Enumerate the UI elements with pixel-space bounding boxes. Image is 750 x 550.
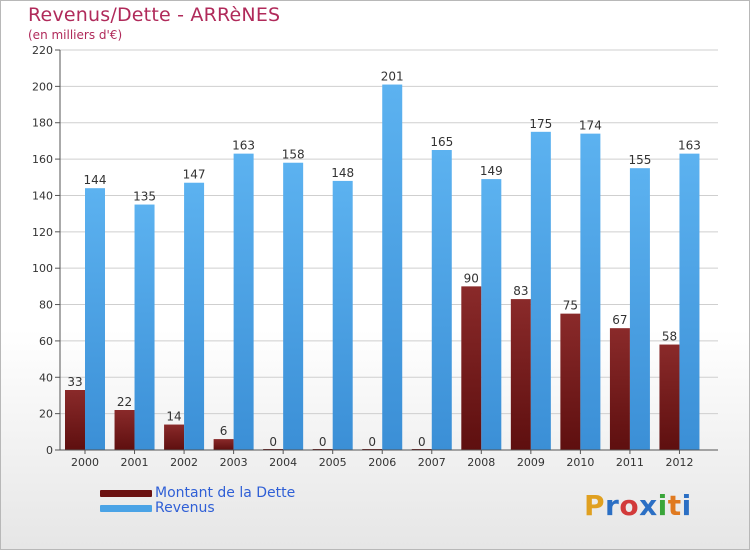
y-tick-label: 40: [39, 371, 53, 384]
logo-letter: o: [619, 489, 640, 522]
label-dette-2009: 83: [513, 284, 528, 298]
y-tick-label: 120: [32, 226, 53, 239]
label-dette-2003: 6: [220, 424, 228, 438]
x-tick-label: 2005: [319, 456, 347, 469]
bar-revenus-2004: [283, 162, 304, 450]
label-revenus-2003: 163: [232, 139, 255, 153]
legend-swatch-revenus: [100, 505, 152, 512]
label-revenus-2007: 165: [430, 135, 453, 149]
x-tick-label: 2000: [71, 456, 99, 469]
bar-revenus-2000: [85, 188, 105, 450]
bar-revenus-2003: [233, 153, 254, 451]
label-revenus-2009: 175: [529, 117, 552, 131]
label-revenus-2012: 163: [678, 139, 701, 153]
label-revenus-2002: 147: [183, 168, 206, 182]
logo-letter: i: [681, 489, 692, 522]
label-dette-2000: 33: [67, 375, 82, 389]
chart-title: Revenus/Dette - ARRèNES: [28, 4, 281, 26]
y-tick-label: 60: [39, 335, 53, 348]
x-tick-label: 2012: [665, 456, 693, 469]
label-revenus-2006: 201: [381, 70, 404, 84]
label-dette-2007: 0: [418, 435, 426, 449]
bar-dette-2001: [114, 410, 135, 450]
bar-revenus-2006: [382, 84, 403, 450]
y-tick-label: 80: [39, 299, 53, 312]
label-dette-2004: 0: [269, 435, 277, 449]
y-tick-label: 200: [32, 80, 53, 93]
x-tick-label: 2006: [368, 456, 396, 469]
x-tick-label: 2007: [418, 456, 446, 469]
bar-revenus-2010: [580, 133, 601, 451]
label-dette-2012: 58: [662, 330, 677, 344]
label-revenus-2011: 155: [628, 153, 651, 167]
x-tick-label: 2010: [566, 456, 594, 469]
bar-dette-2003: [213, 439, 234, 450]
label-revenus-2010: 174: [579, 119, 602, 133]
bar-dette-2008: [461, 286, 482, 450]
proxiti-logo: Proxiti: [584, 489, 692, 522]
x-tick-label: 2011: [616, 456, 644, 469]
y-tick-label: 140: [32, 189, 53, 202]
y-tick-label: 180: [32, 117, 53, 130]
label-revenus-2008: 149: [480, 164, 503, 178]
legend-label-revenus: Revenus: [155, 500, 215, 516]
bar-dette-2002: [164, 424, 185, 450]
logo-letter: t: [667, 489, 682, 522]
label-dette-2002: 14: [166, 410, 181, 424]
bar-revenus-2005: [332, 180, 353, 450]
logo-letter: r: [605, 489, 620, 522]
y-tick-label: 160: [32, 153, 53, 166]
bar-revenus-2002: [184, 182, 205, 450]
x-tick-label: 2003: [220, 456, 248, 469]
label-dette-2008: 90: [464, 271, 479, 285]
label-dette-2006: 0: [368, 435, 376, 449]
bar-dette-2009: [510, 299, 531, 450]
bar-dette-2011: [609, 328, 630, 450]
value-labels: 33 144 22 135 14 147 6 163 0 158 0 148 0 201 0 165 90 149…: [67, 70, 701, 449]
x-tick-label: 2004: [269, 456, 297, 469]
label-revenus-2001: 135: [133, 190, 156, 204]
label-revenus-2000: 144: [84, 173, 107, 187]
bar-revenus-2007: [431, 150, 452, 450]
logo-letter: i: [657, 489, 668, 522]
legend-label-dette: Montant de la Dette: [155, 485, 296, 501]
x-tick-label: 2008: [467, 456, 495, 469]
logo-letter: x: [639, 489, 658, 522]
x-tick-label: 2009: [517, 456, 545, 469]
label-dette-2001: 22: [117, 395, 132, 409]
label-dette-2005: 0: [319, 435, 327, 449]
bar-dette-2000: [65, 390, 85, 450]
chart-subtitle: (en milliers d'€): [28, 28, 123, 42]
bar-revenus-2011: [629, 168, 650, 450]
bar-revenus-2001: [134, 204, 155, 450]
legend-swatch-dette: [100, 490, 152, 497]
label-revenus-2004: 158: [282, 148, 305, 162]
y-tick-label: 220: [32, 44, 53, 57]
label-revenus-2005: 148: [331, 166, 354, 180]
bar-revenus-2009: [530, 131, 551, 450]
x-tick-label: 2002: [170, 456, 198, 469]
bar-dette-2012: [659, 344, 680, 450]
y-tick-label: 20: [39, 408, 53, 421]
x-tick-label: 2001: [121, 456, 149, 469]
bars: [65, 84, 700, 451]
label-dette-2011: 67: [612, 313, 627, 327]
bar-revenus-2008: [481, 179, 502, 450]
logo-letter: P: [584, 489, 606, 522]
y-tick-label: 100: [32, 262, 53, 275]
bar-dette-2010: [560, 313, 581, 450]
bar-revenus-2012: [679, 153, 700, 451]
y-tick-label: 0: [46, 444, 53, 457]
label-dette-2010: 75: [563, 299, 578, 313]
